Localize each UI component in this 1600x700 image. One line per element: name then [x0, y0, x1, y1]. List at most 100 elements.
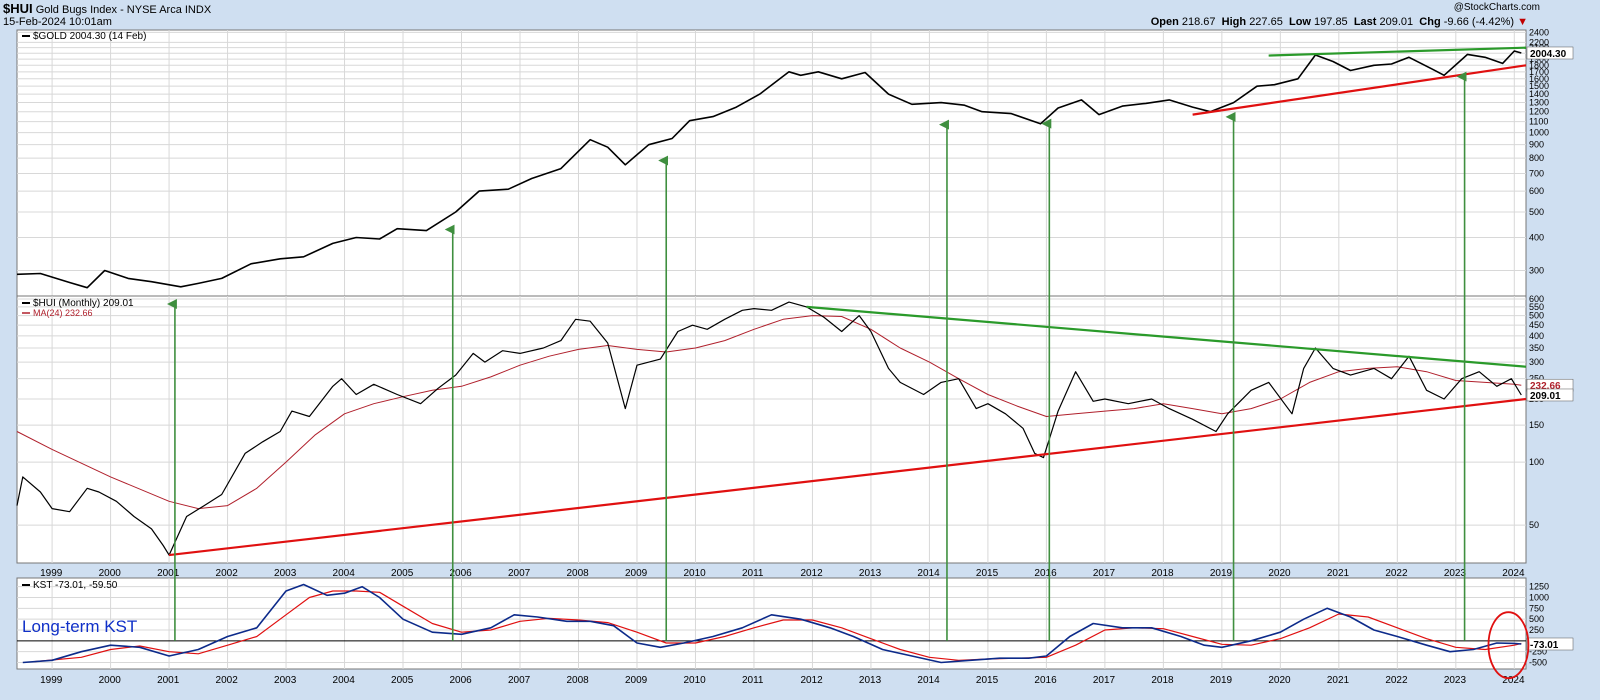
year-label-bottom: 2009 [625, 675, 648, 686]
y-tick-label: 1700 [1529, 67, 1549, 77]
year-label-middle: 2013 [859, 568, 882, 579]
year-label-bottom: 2001 [157, 675, 180, 686]
chart-datetime: 15-Feb-2024 10:01am [3, 16, 112, 28]
year-label-middle: 2014 [917, 568, 940, 579]
hui-last-tag: 209.01 [1530, 391, 1561, 402]
y-tick-label: 700 [1529, 168, 1544, 178]
hui-resistance-trendline [806, 305, 1527, 368]
y-tick-label: 1000 [1529, 128, 1549, 138]
y-tick-label: 1000 [1529, 593, 1549, 603]
y-tick-label: 450 [1529, 320, 1544, 330]
y-tick-label: -250 [1529, 647, 1547, 657]
credit: @StockCharts.com [1453, 2, 1540, 13]
low-label: Low [1288, 16, 1311, 28]
y-tick-label: 500 [1529, 614, 1544, 624]
year-label-middle: 2016 [1034, 568, 1057, 579]
year-label-middle: 1999 [40, 568, 63, 579]
year-label-bottom: 2017 [1093, 675, 1116, 686]
y-tick-label: 50 [1529, 520, 1539, 530]
gold-last-tag-box [1526, 46, 1574, 60]
gold-resistance-trendline [1268, 46, 1527, 57]
year-label-bottom: 2014 [917, 675, 940, 686]
year-label-bottom: 1999 [40, 675, 63, 686]
year-label-middle: 2005 [391, 568, 414, 579]
year-label-bottom: 2007 [508, 675, 531, 686]
year-label-bottom: 2012 [800, 675, 823, 686]
gold-legend: $GOLD 2004.30 (14 Feb) [33, 31, 146, 42]
year-label-bottom: 2021 [1327, 675, 1350, 686]
year-label-bottom: 2003 [274, 675, 297, 686]
panel-1-background [16, 29, 1527, 297]
y-tick-label: 550 [1529, 302, 1544, 312]
y-tick-label: 1300 [1529, 98, 1549, 108]
chg-label: Chg [1419, 16, 1441, 28]
year-label-bottom: 2008 [566, 675, 589, 686]
high-value: 227.65 [1249, 16, 1283, 28]
symbol: $HUI [3, 1, 33, 16]
year-label-middle: 2004 [333, 568, 356, 579]
kst-line [22, 583, 1522, 664]
y-tick-label: 400 [1529, 331, 1544, 341]
ma-legend: MA(24) 232.66 [33, 308, 93, 318]
kst-legend: KST -73.01, -59.50 [33, 580, 118, 591]
y-tick-label: 600 [1529, 294, 1544, 304]
ohlc-readout: Open 218.67 High 227.65 Low 197.85 Last … [1151, 16, 1528, 28]
y-tick-label: 1250 [1529, 582, 1549, 592]
year-label-bottom: 2004 [333, 675, 356, 686]
year-label-bottom: 2022 [1385, 675, 1408, 686]
year-label-middle: 2018 [1151, 568, 1174, 579]
gold-last-tag: 2004.30 [1530, 49, 1567, 60]
year-label-middle: 2020 [1268, 568, 1291, 579]
y-tick-label: 1400 [1529, 89, 1549, 99]
year-label-middle: 2011 [742, 568, 764, 579]
year-label-middle: 2007 [508, 568, 531, 579]
y-tick-label: 2400 [1529, 27, 1549, 37]
symbol-name: Gold Bugs Index - NYSE Arca INDX [35, 4, 212, 16]
y-tick-label: 350 [1529, 343, 1544, 353]
last-label: Last [1353, 16, 1377, 28]
year-label-middle: 2021 [1327, 568, 1350, 579]
hui-support-trendline [168, 397, 1527, 557]
year-label-bottom: 2023 [1444, 675, 1467, 686]
year-label-middle: 2000 [99, 568, 122, 579]
year-label-middle: 2024 [1502, 568, 1525, 579]
y-tick-label: 100 [1529, 457, 1544, 467]
year-label-middle: 2012 [800, 568, 823, 579]
year-label-middle: 2010 [683, 568, 706, 579]
year-label-bottom: 2013 [859, 675, 882, 686]
hui-price-line [16, 301, 1522, 556]
y-tick-label: 250 [1529, 625, 1544, 635]
year-label-middle: 2008 [566, 568, 589, 579]
hui-last-tag-box [1526, 388, 1574, 402]
y-tick-label: 900 [1529, 140, 1544, 150]
year-label-bottom: 2005 [391, 675, 414, 686]
y-tick-label: -500 [1529, 658, 1547, 668]
kst-last-tag: -73.01 [1530, 640, 1559, 651]
year-label-bottom: 2002 [216, 675, 239, 686]
open-label: Open [1150, 16, 1179, 28]
hui-ma24-line [16, 315, 1522, 510]
year-label-middle: 2003 [274, 568, 297, 579]
y-tick-label: 1600 [1529, 74, 1549, 84]
panel-2-background [16, 295, 1527, 564]
year-label-bottom: 2015 [976, 675, 999, 686]
year-label-bottom: 2020 [1268, 675, 1291, 686]
year-label-middle: 2006 [450, 568, 473, 579]
high-label: High [1221, 16, 1247, 28]
year-label-middle: 2017 [1093, 568, 1116, 579]
year-label-middle: 2001 [157, 568, 180, 579]
year-label-bottom: 2019 [1210, 675, 1233, 686]
year-label-bottom: 2000 [99, 675, 122, 686]
y-tick-label: 150 [1529, 420, 1544, 430]
kst-last-tag-box [1526, 637, 1574, 651]
low-value: 197.85 [1314, 16, 1348, 28]
year-label-bottom: 2011 [742, 675, 764, 686]
kst-annotation: Long-term KST [22, 617, 137, 636]
gold-support-trendline [1192, 64, 1527, 116]
year-label-bottom: 2006 [450, 675, 473, 686]
year-label-middle: 2019 [1210, 568, 1233, 579]
year-label-middle: 2002 [216, 568, 239, 579]
gold-price-line [16, 50, 1522, 289]
y-tick-label: 300 [1529, 357, 1544, 367]
